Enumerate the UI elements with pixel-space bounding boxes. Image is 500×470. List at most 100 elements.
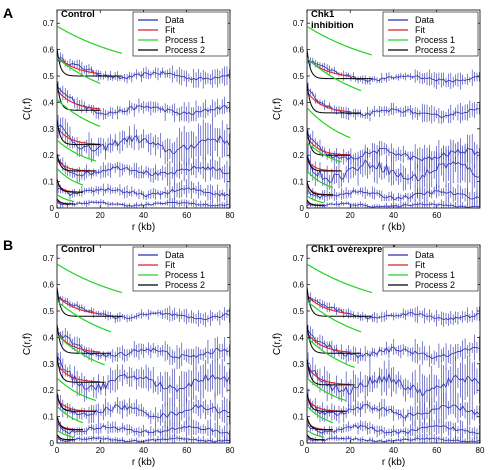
- x-tick-label: 40: [389, 211, 398, 220]
- process1-line: [307, 170, 334, 189]
- y-tick-label: 0.2: [293, 386, 305, 395]
- plot-area: [307, 25, 480, 208]
- y-axis-label: C(r,f): [22, 333, 33, 355]
- process1-line: [57, 167, 84, 186]
- series-5: [57, 405, 230, 441]
- x-tick-label: 0: [305, 446, 310, 455]
- chart-title: Chk1: [311, 9, 335, 20]
- x-tick-label: 80: [226, 211, 235, 220]
- process2-line: [307, 324, 362, 354]
- y-tick-label: 0.5: [43, 307, 55, 316]
- y-tick-label: 0: [300, 439, 305, 448]
- process1-line: [307, 263, 373, 294]
- x-tick-label: 20: [96, 446, 105, 455]
- series-2: [307, 57, 480, 125]
- y-tick-label: 0.6: [293, 281, 305, 290]
- series-1: [57, 263, 230, 328]
- fit-line: [307, 366, 351, 385]
- chart-A-left: 0 0.1 0.2 0.3 0.4 0.5 0.6 0.7 0 20 40 60 80 r (kb) C(r…: [22, 9, 235, 233]
- x-tick-label: 60: [182, 446, 191, 455]
- process2-line: [307, 358, 355, 386]
- process1-line: [57, 194, 75, 203]
- y-tick-label: 0.6: [43, 281, 55, 290]
- fit-line: [307, 332, 351, 353]
- y-tick-label: 0.7: [43, 254, 55, 263]
- y-tick-label: 0.3: [43, 360, 55, 369]
- panel-label-a: A: [3, 5, 13, 21]
- series-4: [307, 139, 480, 202]
- series-2: [57, 300, 230, 370]
- process2-line: [57, 355, 105, 383]
- process1-line: [307, 107, 351, 139]
- series-1: [307, 263, 480, 327]
- process1-line: [57, 57, 101, 85]
- legend-entry: Process 1: [415, 35, 455, 45]
- legend-entry: Process 2: [165, 45, 205, 55]
- y-tick-label: 0.1: [293, 413, 305, 422]
- x-tick-label: 0: [55, 446, 60, 455]
- y-tick-label: 0.2: [43, 151, 55, 160]
- process2-line: [307, 199, 325, 206]
- chart-B-left: 0 0.1 0.2 0.3 0.4 0.5 0.6 0.7 0 20 40 60 80 r (kb) C(r…: [22, 244, 235, 468]
- fit-line: [57, 56, 101, 75]
- y-axis-label: C(r,f): [22, 98, 33, 120]
- series-2: [307, 300, 480, 370]
- series-3: [57, 99, 230, 170]
- plot-area: [57, 263, 230, 443]
- x-tick-label: 20: [346, 211, 355, 220]
- fit-line: [57, 295, 101, 315]
- process2-line: [57, 324, 112, 354]
- chart-title: Control: [61, 9, 95, 20]
- legend-entry: Process 2: [415, 45, 455, 55]
- y-tick-label: 0: [50, 439, 55, 448]
- process1-line: [57, 377, 97, 402]
- chart-B-right: 0 0.1 0.2 0.3 0.4 0.5 0.6 0.7 0 20 40 60 80 r (kb) C(r…: [272, 244, 485, 468]
- legend-entry: Process 2: [415, 280, 455, 290]
- process2-line: [57, 416, 83, 431]
- process2-line: [57, 119, 101, 146]
- y-tick-label: 0.5: [293, 307, 305, 316]
- legend-entry: Process 2: [165, 280, 205, 290]
- process1-line: [57, 334, 105, 366]
- y-tick-label: 0.4: [293, 98, 305, 107]
- y-tick-label: 0: [300, 204, 305, 213]
- process2-line: [307, 49, 372, 80]
- legend-entry: Data: [165, 15, 184, 25]
- process2-line: [57, 392, 96, 412]
- process1-line: [57, 429, 75, 438]
- x-tick-label: 20: [96, 211, 105, 220]
- process1-line: [307, 300, 362, 333]
- charts: 0 0.1 0.2 0.3 0.4 0.5 0.6 0.7 0 20 40 60 80 r (kb) C(r…: [22, 9, 485, 468]
- series-1: [57, 25, 230, 89]
- y-tick-label: 0.4: [43, 98, 55, 107]
- fit-line: [57, 126, 101, 145]
- panel-label-b: B: [3, 237, 13, 253]
- y-tick-label: 0.7: [293, 19, 305, 28]
- process1-line: [307, 195, 325, 204]
- fit-line: [307, 136, 351, 156]
- legend-box: [382, 246, 479, 292]
- chart-title: Control: [61, 244, 95, 255]
- fit-line: [57, 332, 101, 353]
- y-tick-label: 0.3: [293, 125, 305, 134]
- process1-line: [307, 336, 355, 368]
- y-tick-label: 0.7: [43, 19, 55, 28]
- legend-entry: Fit: [415, 260, 425, 270]
- plot-area: [307, 263, 480, 443]
- series-4: [57, 377, 230, 432]
- x-tick-label: 80: [476, 446, 485, 455]
- series-6: [57, 429, 230, 443]
- process2-line: [57, 198, 75, 205]
- process1-line: [57, 405, 84, 424]
- y-tick-label: 0.6: [43, 46, 55, 55]
- series-6: [57, 194, 230, 208]
- x-tick-label: 0: [305, 211, 310, 220]
- legend-entry: Data: [165, 250, 184, 260]
- plot-area: [57, 25, 230, 208]
- chart-title-line2: inhibition: [311, 20, 354, 31]
- x-tick-label: 60: [432, 446, 441, 455]
- process2-line: [307, 155, 342, 172]
